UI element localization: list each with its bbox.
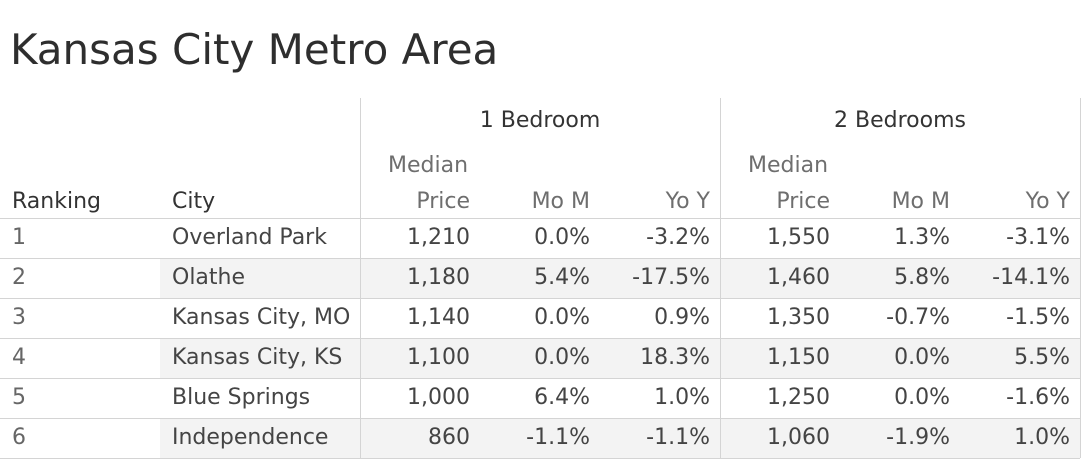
b2-median-price-cell: 1,350 [767,305,830,330]
b1-median-price-cell: 1,180 [407,265,470,290]
b2-mom-cell: 1.3% [894,225,950,250]
city-cell: Kansas City, KS [172,345,343,370]
b2-mom-cell: 5.8% [894,265,950,290]
b1-yoy-cell: 1.0% [654,385,710,410]
b2-median-price-cell: 1,550 [767,225,830,250]
ranking-cell: 4 [12,345,26,370]
b1-median-price-cell: 1,140 [407,305,470,330]
row-rule [0,258,1080,259]
column-header-mom: Mo M [891,189,950,214]
row-rule [0,338,1080,339]
b2-median-price-cell: 1,060 [767,425,830,450]
ranking-cell: 3 [12,305,26,330]
b1-yoy-cell: 18.3% [640,345,710,370]
column-divider [360,98,361,458]
b2-yoy-cell: -1.5% [1006,305,1070,330]
row-rule [0,458,1080,459]
b1-yoy-cell: 0.9% [654,305,710,330]
b2-mom-cell: -1.9% [886,425,950,450]
page-title: Kansas City Metro Area [10,25,499,74]
b1-yoy-cell: -1.1% [646,425,710,450]
ranking-cell: 1 [12,225,26,250]
ranking-cell: 5 [12,385,26,410]
column-header-yoy: Yo Y [1025,189,1070,214]
city-cell: Independence [172,425,329,450]
ranking-cell: 6 [12,425,26,450]
b2-median-price-cell: 1,250 [767,385,830,410]
header-rule [0,218,1080,219]
ranking-cell: 2 [12,265,26,290]
row-rule [0,298,1080,299]
row-band [160,418,1080,458]
group-header-1-bedroom: 1 Bedroom [479,108,601,133]
b2-mom-cell: 0.0% [894,385,950,410]
row-rule [0,378,1080,379]
b1-mom-cell: 5.4% [534,265,590,290]
b1-median-price-cell: 1,000 [407,385,470,410]
b1-yoy-cell: -17.5% [632,265,710,290]
b2-yoy-cell: -3.1% [1006,225,1070,250]
column-header-median-bottom: Price [416,189,470,214]
b1-median-price-cell: 860 [428,425,470,450]
b1-yoy-cell: -3.2% [646,225,710,250]
row-band [160,338,1080,378]
column-header-ranking: Ranking [12,189,101,214]
b2-yoy-cell: 5.5% [1014,345,1070,370]
b2-mom-cell: -0.7% [886,305,950,330]
b1-mom-cell: 6.4% [534,385,590,410]
b2-median-price-cell: 1,460 [767,265,830,290]
b1-median-price-cell: 1,100 [407,345,470,370]
row-rule [0,418,1080,419]
b1-mom-cell: -1.1% [526,425,590,450]
b2-mom-cell: 0.0% [894,345,950,370]
column-header-yoy: Yo Y [665,189,710,214]
column-header-city: City [172,189,216,214]
city-cell: Blue Springs [172,385,311,410]
b1-mom-cell: 0.0% [534,225,590,250]
column-divider [720,98,721,458]
row-band [160,258,1080,298]
city-cell: Olathe [172,265,246,290]
city-cell: Overland Park [172,225,327,250]
b2-yoy-cell: -14.1% [992,265,1070,290]
city-cell: Kansas City, MO [172,305,351,330]
b1-mom-cell: 0.0% [534,345,590,370]
rental-price-table: 1 Bedroom 2 Bedrooms Ranking City Median Pric… [0,98,1084,460]
group-header-2-bedrooms: 2 Bedrooms [834,108,966,133]
b1-mom-cell: 0.0% [534,305,590,330]
b1-median-price-cell: 1,210 [407,225,470,250]
column-header-median-top: Median [748,153,829,178]
column-header-median-bottom: Price [776,189,830,214]
b2-yoy-cell: 1.0% [1014,425,1070,450]
b2-yoy-cell: -1.6% [1006,385,1070,410]
column-divider [1080,98,1081,458]
b2-median-price-cell: 1,150 [767,345,830,370]
column-header-median-top: Median [388,153,469,178]
column-header-mom: Mo M [531,189,590,214]
